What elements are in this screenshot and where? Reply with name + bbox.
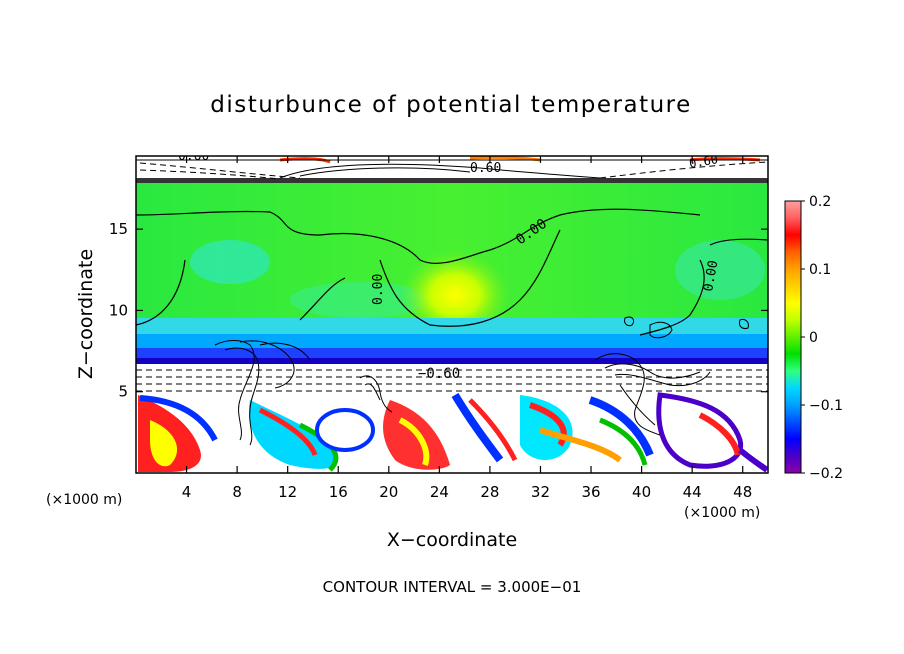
y-tick-label: 5 xyxy=(118,383,128,401)
x-tick-label: 40 xyxy=(632,483,651,501)
turbulent-eddy xyxy=(451,392,504,463)
contour-label: 0.00 xyxy=(701,259,721,292)
stable-band-blue xyxy=(136,334,768,348)
contour-line xyxy=(379,229,561,327)
turbulent-eddy xyxy=(656,392,744,469)
y-axis-label: Z−coordinate xyxy=(75,249,97,379)
x-unit-left: (×1000 m) xyxy=(46,492,122,508)
upper-contours xyxy=(136,159,768,179)
contour-line xyxy=(139,169,281,180)
turbulent-eddy xyxy=(150,420,178,467)
colorbar-bar xyxy=(784,200,802,474)
upper-warm-patch xyxy=(469,156,541,162)
plume-right xyxy=(619,384,656,426)
x-axis-label: X−coordinate xyxy=(387,529,517,551)
contour-label: 0.60 xyxy=(470,161,501,176)
plume-right xyxy=(604,363,701,379)
plot-area: 0.60 0.00 −0.60 0.60 0.60 0.00 0.00 xyxy=(136,149,768,473)
warm-anomaly xyxy=(400,250,510,340)
contour-line xyxy=(279,163,601,179)
colorbar-tick-label: 0 xyxy=(809,330,818,346)
colorbar-tick-label: −0.1 xyxy=(809,398,843,414)
contour-interval-text: CONTOUR INTERVAL = 3.000E−01 xyxy=(323,578,582,596)
x-tick-label: 12 xyxy=(278,483,297,501)
cool-patch xyxy=(190,240,270,284)
x-axis: 4 8 12 16 20 24 28 32 36 40 44 48 xyxy=(182,156,752,501)
contour-lines xyxy=(136,208,768,336)
colorbar-tick-label: 0.2 xyxy=(809,194,831,210)
contour-line xyxy=(136,208,701,264)
x-tick-label: 4 xyxy=(182,483,192,501)
turbulent-eddy xyxy=(698,412,741,456)
turbulent-eddy xyxy=(529,402,567,447)
turbulent-eddy xyxy=(588,396,654,457)
colorbar: 0.2 0.1 0 −0.1 −0.2 xyxy=(784,194,843,482)
plume-right xyxy=(614,371,711,387)
plume-left xyxy=(259,342,311,361)
x-tick-label: 32 xyxy=(531,483,550,501)
colorbar-tick-label: −0.2 xyxy=(809,466,843,482)
upper-layer-band xyxy=(136,178,768,183)
plume-left xyxy=(224,347,260,446)
plume-right xyxy=(649,321,673,339)
contour-label: 0.60 xyxy=(688,152,719,171)
stable-band-deep xyxy=(136,348,768,358)
plume-mid xyxy=(364,383,381,401)
turbulent-eddy xyxy=(599,417,648,466)
plume-left xyxy=(214,340,255,441)
x-tick-label: 24 xyxy=(430,483,449,501)
plume-right xyxy=(739,319,749,329)
contour-label: 0.00 xyxy=(371,274,386,305)
contour-label: −0.60 xyxy=(418,366,460,382)
turbulent-eddy xyxy=(315,408,375,452)
chart-title: disturbunce of potential temperature xyxy=(210,92,692,118)
contour-line xyxy=(709,238,768,246)
plume-right xyxy=(624,316,635,327)
cool-patch xyxy=(675,240,765,300)
x-tick-label: 28 xyxy=(480,483,499,501)
turbulent-eddy xyxy=(468,398,518,462)
turbulent-eddy xyxy=(398,417,430,466)
turbulent-eddy xyxy=(139,395,218,442)
x-unit-right: (×1000 m) xyxy=(684,505,760,521)
plume-mid xyxy=(359,375,393,413)
turbulent-layer xyxy=(138,392,768,473)
dashed-contours xyxy=(136,161,768,392)
contour-line xyxy=(136,259,186,326)
turbulent-eddy xyxy=(539,427,622,463)
contour-label: 0.60 xyxy=(178,149,209,164)
x-tick-label: 36 xyxy=(581,483,600,501)
plume-contours xyxy=(214,316,749,446)
colorbar-tick-label: 0.1 xyxy=(809,262,831,278)
x-tick-label: 16 xyxy=(329,483,348,501)
x-tick-label: 8 xyxy=(232,483,242,501)
y-axis: 5 10 15 xyxy=(109,220,768,401)
x-tick-label: 44 xyxy=(683,483,702,501)
colorbar-ticks: 0.2 0.1 0 −0.1 −0.2 xyxy=(801,194,843,482)
x-tick-label: 20 xyxy=(379,483,398,501)
x-tick-label: 48 xyxy=(733,483,752,501)
contour-line xyxy=(299,167,471,177)
plot-frame xyxy=(135,155,769,474)
stable-layer xyxy=(136,364,768,392)
contour-line xyxy=(639,259,705,336)
contour-line xyxy=(299,277,346,321)
plume-left xyxy=(239,340,295,389)
cool-patch xyxy=(290,282,430,318)
plume-right xyxy=(594,353,661,436)
contour-line xyxy=(139,162,301,179)
turbulent-eddy xyxy=(738,447,768,473)
y-tick-label: 15 xyxy=(109,220,128,238)
y-tick-label: 10 xyxy=(109,301,128,319)
turbulent-eddy xyxy=(258,407,318,456)
stable-band-dark xyxy=(136,358,768,364)
